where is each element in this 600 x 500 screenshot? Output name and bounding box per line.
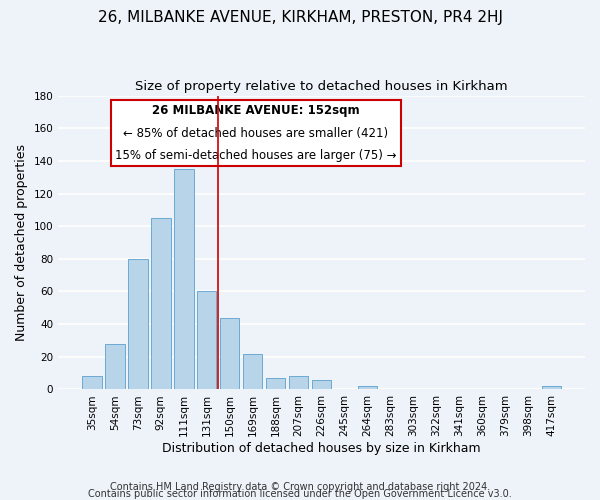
Bar [82, 376, 101, 390]
Bar [197, 292, 217, 390]
Title: Size of property relative to detached houses in Kirkham: Size of property relative to detached ho… [135, 80, 508, 93]
Text: 26, MILBANKE AVENUE, KIRKHAM, PRESTON, PR4 2HJ: 26, MILBANKE AVENUE, KIRKHAM, PRESTON, P… [97, 10, 503, 25]
Bar [105, 344, 125, 390]
Bar [128, 259, 148, 390]
Bar [542, 386, 561, 390]
Bar [358, 386, 377, 390]
Bar [243, 354, 262, 390]
Bar [266, 378, 286, 390]
Bar [289, 376, 308, 390]
Text: Contains public sector information licensed under the Open Government Licence v3: Contains public sector information licen… [88, 489, 512, 499]
Text: 26 MILBANKE AVENUE: 152sqm: 26 MILBANKE AVENUE: 152sqm [152, 104, 359, 118]
Text: 15% of semi-detached houses are larger (75) →: 15% of semi-detached houses are larger (… [115, 148, 397, 162]
Bar [312, 380, 331, 390]
Bar [151, 218, 170, 390]
FancyBboxPatch shape [111, 100, 401, 166]
X-axis label: Distribution of detached houses by size in Kirkham: Distribution of detached houses by size … [162, 442, 481, 455]
Bar [220, 318, 239, 390]
Y-axis label: Number of detached properties: Number of detached properties [15, 144, 28, 341]
Text: Contains HM Land Registry data © Crown copyright and database right 2024.: Contains HM Land Registry data © Crown c… [110, 482, 490, 492]
Text: ← 85% of detached houses are smaller (421): ← 85% of detached houses are smaller (42… [123, 126, 388, 140]
Bar [174, 169, 194, 390]
